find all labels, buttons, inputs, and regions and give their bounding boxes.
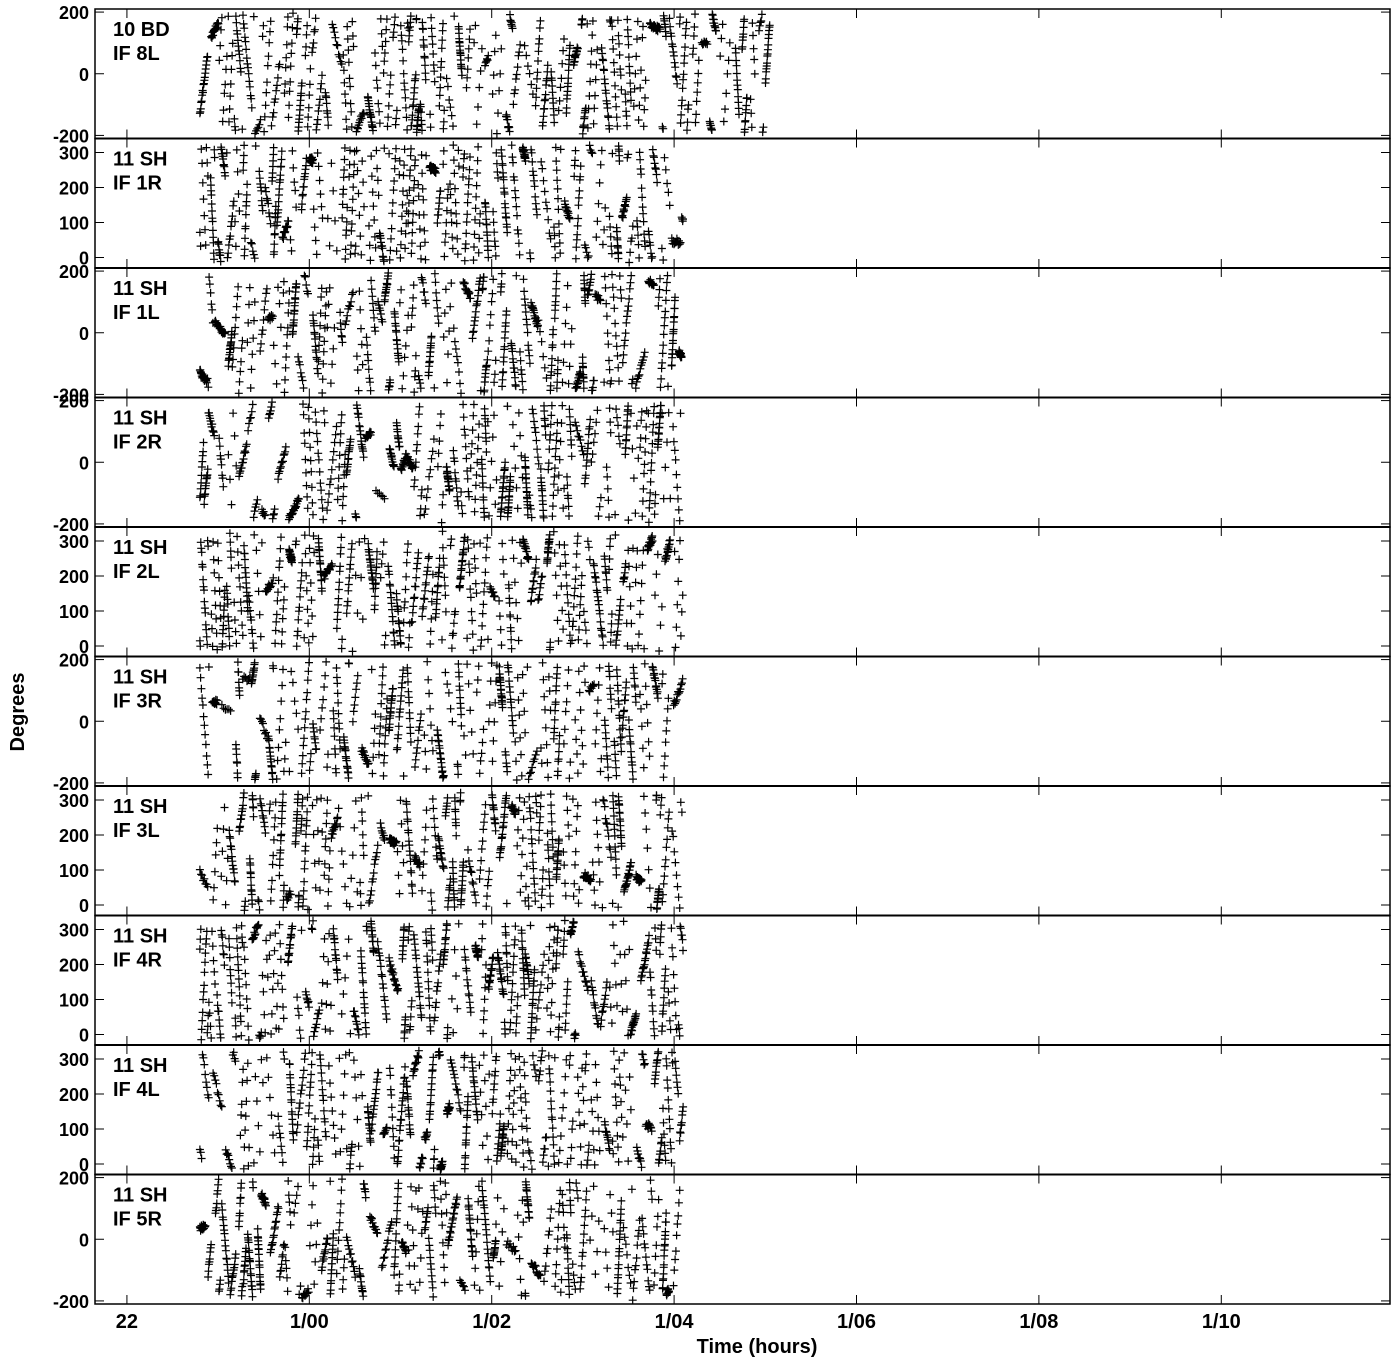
y-tick-label: 300 [59,1050,89,1070]
panel-baseline-label: 11 SH [113,1055,167,1077]
panel-baseline-label: 11 SH [113,1185,167,1207]
x-tick-label: 1/06 [837,1311,876,1333]
phase-points [195,141,687,267]
x-tick-label: 1/10 [1202,1311,1241,1333]
panel-frame [94,655,1391,787]
panel-frame [94,396,1391,528]
y-tick-label: -200 [53,1292,89,1312]
y-tick-label: 300 [59,144,89,164]
y-tick-label: 200 [59,651,89,671]
y-tick-label: -200 [53,385,89,405]
panel-baseline-label: 11 SH [113,926,167,948]
y-tick-label: 200 [59,826,89,846]
y-tick-label: -200 [53,515,89,535]
y-tick-label: -200 [53,774,89,794]
x-axis-label: Time (hours) [697,1336,818,1358]
y-tick-label: 300 [59,921,89,941]
panel-frame [94,8,1391,140]
phase-points [195,788,686,915]
phase-points [195,398,685,527]
panel-if-label: IF 1R [113,173,162,195]
y-tick-label: 200 [59,1169,89,1189]
y-tick-label: 100 [59,861,89,881]
panel-if-label: IF 2L [113,561,160,583]
panel-baseline-label: 11 SH [113,149,167,171]
y-tick-label: 0 [79,1026,89,1046]
y-tick-label: 200 [59,3,89,23]
phase-points [195,916,687,1044]
x-tick-label: 1/00 [290,1311,329,1333]
y-tick-label: 0 [79,249,89,269]
y-tick-label: 100 [59,1120,89,1140]
phase-points [195,269,686,398]
panel-if-label: IF 8L [113,43,160,65]
panel-if-label: IF 4L [113,1079,160,1101]
y-tick-label: 200 [59,1085,89,1105]
panel-baseline-label: 11 SH [113,278,167,300]
y-tick-label: 0 [79,1155,89,1175]
y-tick-label: 0 [79,712,89,732]
y-tick-label: 100 [59,602,89,622]
panel-baseline-label: 10 BD [113,19,170,41]
y-axis-label: Degrees [7,673,29,752]
y-tick-label: -200 [53,126,89,146]
x-tick-label: 1/08 [1019,1311,1058,1333]
panel-baseline-label: 11 SH [113,537,167,559]
panel-if-label: IF 5R [113,1209,162,1231]
panel-if-label: IF 4R [113,950,162,972]
phase-points [195,1175,684,1305]
y-tick-label: 200 [59,262,89,282]
phase-points [195,657,687,784]
panel-if-label: IF 2R [113,432,162,454]
y-tick-label: 0 [79,637,89,657]
y-tick-label: 300 [59,791,89,811]
panel-baseline-label: 11 SH [113,796,167,818]
x-tick-label: 1/02 [472,1311,511,1333]
x-tick-label: 22 [116,1311,138,1333]
phase-points [195,1046,688,1174]
y-tick-label: 200 [59,567,89,587]
y-tick-label: 0 [79,1230,89,1250]
y-tick-label: 200 [59,392,89,412]
panel-frame [94,137,1391,269]
panel-baseline-label: 11 SH [113,667,167,689]
y-tick-label: 0 [79,65,89,85]
panel-if-label: IF 1L [113,302,160,324]
y-tick-label: 0 [79,324,89,344]
y-tick-label: 0 [79,896,89,916]
y-tick-label: 200 [59,956,89,976]
phase-points [195,527,687,656]
x-tick-label: 1/04 [655,1311,695,1333]
panel-if-label: IF 3R [113,691,162,713]
phase-points [195,9,774,138]
y-tick-label: 100 [59,991,89,1011]
y-tick-label: 300 [59,532,89,552]
y-tick-label: 200 [59,179,89,199]
panel-if-label: IF 3L [113,820,160,842]
y-tick-label: 100 [59,214,89,234]
panel-baseline-label: 11 SH [113,408,167,430]
y-tick-label: 0 [79,453,89,473]
